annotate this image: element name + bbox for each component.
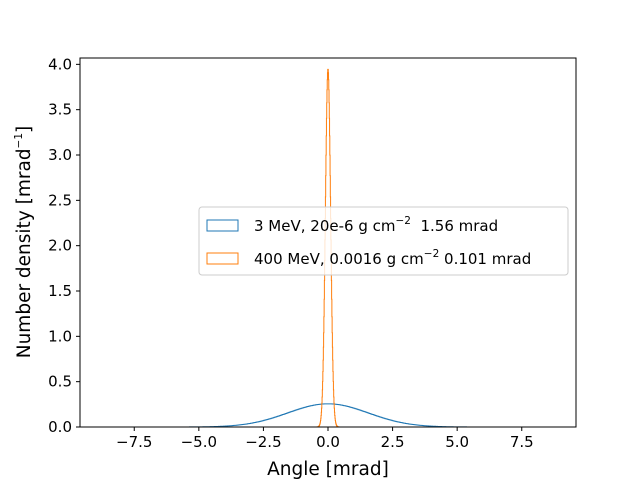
y-tick-label: 3.5 <box>48 101 72 119</box>
x-tick-label: 7.5 <box>510 433 534 451</box>
legend-swatch-series-1 <box>206 219 239 232</box>
histogram-series-2 <box>315 68 341 428</box>
legend-swatch-series-2 <box>206 252 239 265</box>
x-tick-label: −2.5 <box>245 433 281 451</box>
x-axis-label: Angle [mrad] <box>267 459 389 480</box>
legend: 3 MeV, 20e-6 g cm−2 1.56 mrad 400 MeV, 0… <box>198 206 569 276</box>
legend-box <box>198 206 569 276</box>
legend-entry-series-2: 400 MeV, 0.0016 g cm−2 0.101 mrad <box>254 248 531 268</box>
x-tick-label: −7.5 <box>116 433 152 451</box>
x-tick-label: 2.5 <box>381 433 405 451</box>
y-tick-label: 0.0 <box>48 418 72 436</box>
y-tick-label: 2.0 <box>48 237 72 255</box>
y-tick-label: 4.0 <box>48 55 72 73</box>
y-tick-label: 1.0 <box>48 327 72 345</box>
x-tick-label: 0.0 <box>316 433 340 451</box>
y-tick-label: 0.5 <box>48 373 72 391</box>
x-axis: −7.5 −5.0 −2.5 0.0 2.5 5.0 7.5 <box>116 427 534 451</box>
legend-entry-series-1: 3 MeV, 20e-6 g cm−2 1.56 mrad <box>254 215 498 235</box>
y-tick-label: 2.5 <box>48 191 72 209</box>
x-tick-label: 5.0 <box>445 433 469 451</box>
x-tick-label: −5.0 <box>181 433 217 451</box>
y-axis: 0.0 0.5 1.0 1.5 2.0 2.5 3.0 3.5 4.0 <box>48 55 80 436</box>
y-tick-label: 1.5 <box>48 282 72 300</box>
y-tick-label: 3.0 <box>48 146 72 164</box>
y-axis-label: Number density [mrad−1] <box>13 126 35 359</box>
